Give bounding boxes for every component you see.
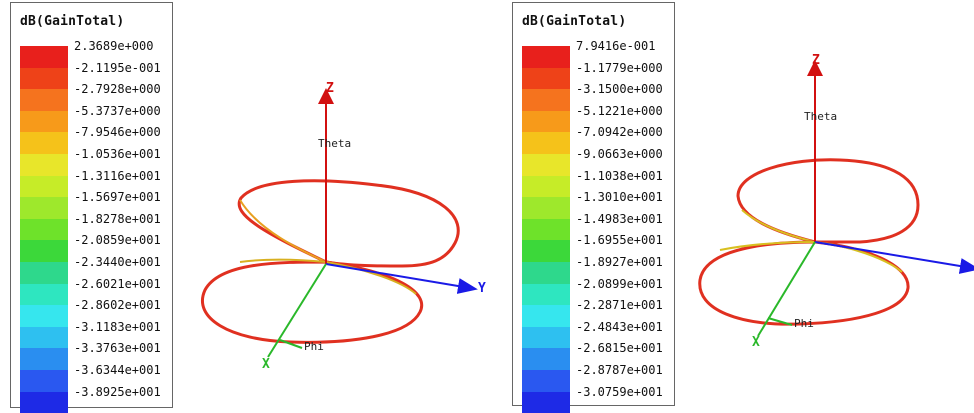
color-swatch	[20, 111, 68, 133]
color-scale	[20, 46, 68, 413]
legend-title: dB(GainTotal)	[522, 14, 626, 29]
scale-label: -3.1183e+001	[74, 320, 161, 334]
upper-lobe	[239, 181, 458, 266]
y-axis-label: Y	[478, 281, 486, 296]
color-swatch	[20, 327, 68, 349]
lower-lobe	[700, 242, 908, 324]
color-swatch	[522, 262, 570, 284]
scale-label: -1.4983e+001	[576, 212, 663, 226]
color-swatch	[522, 176, 570, 198]
color-swatch	[522, 370, 570, 392]
legend-left: dB(GainTotal) 2.3689e+000 -2.1195e-001 -2.…	[10, 2, 173, 408]
upper-lobe-transition	[742, 210, 815, 242]
color-swatch	[20, 284, 68, 306]
color-swatch	[522, 46, 570, 68]
scale-label: -1.3010e+001	[576, 190, 663, 204]
color-swatch	[20, 197, 68, 219]
scale-label: -1.1038e+001	[576, 169, 663, 183]
radiation-pattern-right: Z X Theta Phi	[680, 0, 974, 410]
scale-label: -2.6021e+001	[74, 277, 161, 291]
y-axis	[326, 264, 470, 288]
scale-label: -9.0663e+000	[576, 147, 663, 161]
scale-label: 2.3689e+000	[74, 39, 153, 53]
radiation-pattern-left: Z Y X Theta Phi	[180, 0, 500, 410]
color-swatch	[20, 176, 68, 198]
scale-label: -1.0536e+001	[74, 147, 161, 161]
color-swatch	[522, 327, 570, 349]
legend-title: dB(GainTotal)	[20, 14, 124, 29]
color-swatch	[522, 111, 570, 133]
color-swatch	[20, 46, 68, 68]
scale-label: 7.9416e-001	[576, 39, 655, 53]
scale-label: -3.3763e+001	[74, 341, 161, 355]
scale-label: -2.3440e+001	[74, 255, 161, 269]
z-axis-label: Z	[812, 53, 820, 68]
color-swatch	[522, 219, 570, 241]
color-swatch	[20, 89, 68, 111]
x-axis-label: X	[262, 357, 270, 372]
upper-lobe-inner-tip	[240, 200, 326, 262]
scale-label: -2.1195e-001	[74, 61, 161, 75]
color-swatch	[20, 305, 68, 327]
scale-label: -1.8278e+001	[74, 212, 161, 226]
color-swatch	[522, 305, 570, 327]
color-swatch	[522, 284, 570, 306]
theta-label: Theta	[318, 137, 351, 150]
color-swatch	[522, 240, 570, 262]
phi-label: Phi	[794, 317, 814, 330]
lower-lobe-transition	[720, 242, 902, 272]
color-swatch	[20, 68, 68, 90]
scale-label: -2.8602e+001	[74, 298, 161, 312]
scale-label: -2.8787e+001	[576, 363, 663, 377]
scale-label: -1.6955e+001	[576, 233, 663, 247]
scale-label: -5.1221e+000	[576, 104, 663, 118]
color-swatch	[522, 348, 570, 370]
color-swatch	[522, 68, 570, 90]
scale-label: -3.6344e+001	[74, 363, 161, 377]
scale-label: -2.0859e+001	[74, 233, 161, 247]
legend-right: dB(GainTotal) 7.9416e-001 -1.1779e+000 -3.…	[512, 2, 675, 406]
color-swatch	[522, 154, 570, 176]
scale-label: -2.0899e+001	[576, 277, 663, 291]
color-swatch	[20, 154, 68, 176]
theta-label: Theta	[804, 110, 837, 123]
scale-label: -2.6815e+001	[576, 341, 663, 355]
scale-label: -1.8927e+001	[576, 255, 663, 269]
color-swatch	[20, 132, 68, 154]
scale-label: -1.1779e+000	[576, 61, 663, 75]
color-swatch	[522, 197, 570, 219]
x-axis-label: X	[752, 335, 760, 350]
scale-label: -7.9546e+000	[74, 125, 161, 139]
scale-label: -1.5697e+001	[74, 190, 161, 204]
upper-lobe	[738, 160, 918, 242]
scale-label: -2.7928e+000	[74, 82, 161, 96]
scale-label: -2.2871e+001	[576, 298, 663, 312]
color-swatch	[20, 370, 68, 392]
color-scale	[522, 46, 570, 413]
color-swatch	[20, 348, 68, 370]
scale-label: -1.3116e+001	[74, 169, 161, 183]
z-axis-label: Z	[326, 81, 334, 96]
color-swatch	[522, 89, 570, 111]
color-swatch	[20, 262, 68, 284]
scale-label: -5.3737e+000	[74, 104, 161, 118]
phi-label: Phi	[304, 340, 324, 353]
color-swatch	[522, 132, 570, 154]
scale-label: -3.1500e+000	[576, 82, 663, 96]
color-swatch	[20, 219, 68, 241]
color-swatch	[20, 240, 68, 262]
scale-label: -3.0759e+001	[576, 385, 663, 399]
scale-label: -3.8925e+001	[74, 385, 161, 399]
scale-label: -2.4843e+001	[576, 320, 663, 334]
scale-label: -7.0942e+000	[576, 125, 663, 139]
